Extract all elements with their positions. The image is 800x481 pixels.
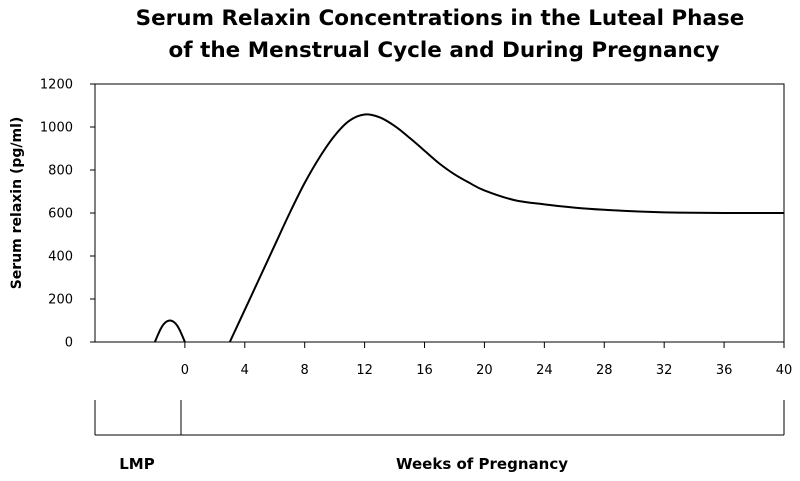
x-tick-label: 24 (536, 363, 553, 378)
y-tick-label: 600 (48, 207, 73, 222)
x-tick-label: 4 (241, 363, 249, 378)
lmp-label: LMP (119, 455, 154, 473)
y-axis-title: Serum relaxin (pg/ml) (9, 117, 25, 290)
chart-title: Serum Relaxin Concentrations in the Lute… (136, 6, 745, 63)
y-tick-label: 1200 (40, 78, 73, 93)
data-curves (153, 113, 784, 343)
y-tick-label: 800 (48, 164, 73, 179)
y-tick-label: 200 (48, 293, 73, 308)
series-line-luteal-phase (153, 319, 186, 343)
x-tick-label: 28 (596, 363, 613, 378)
weeks-of-pregnancy-label: Weeks of Pregnancy (396, 455, 568, 473)
y-tick-label: 400 (48, 250, 73, 265)
x-tick-label: 8 (301, 363, 309, 378)
chart-title-line-1: Serum Relaxin Concentrations in the Lute… (136, 6, 745, 31)
x-axis-ticks: 0 4 8 12 16 20 24 28 32 36 40 (181, 342, 793, 378)
y-tick-label: 1000 (40, 121, 73, 136)
chart-title-line-2: of the Menstrual Cycle and During Pregna… (168, 38, 719, 63)
series-line-pregnancy (228, 113, 784, 343)
phase-bar: LMP Weeks of Pregnancy (94, 400, 785, 473)
x-tick-label: 0 (181, 363, 189, 378)
x-tick-label: 32 (656, 363, 673, 378)
y-tick-label: 0 (65, 336, 73, 351)
x-tick-label: 16 (416, 363, 433, 378)
x-tick-label: 20 (476, 363, 493, 378)
y-axis-ticks: 0 200 400 600 800 1000 1200 (40, 78, 95, 351)
x-tick-label: 12 (356, 363, 373, 378)
x-tick-label: 36 (716, 363, 733, 378)
x-tick-label: 40 (776, 363, 793, 378)
